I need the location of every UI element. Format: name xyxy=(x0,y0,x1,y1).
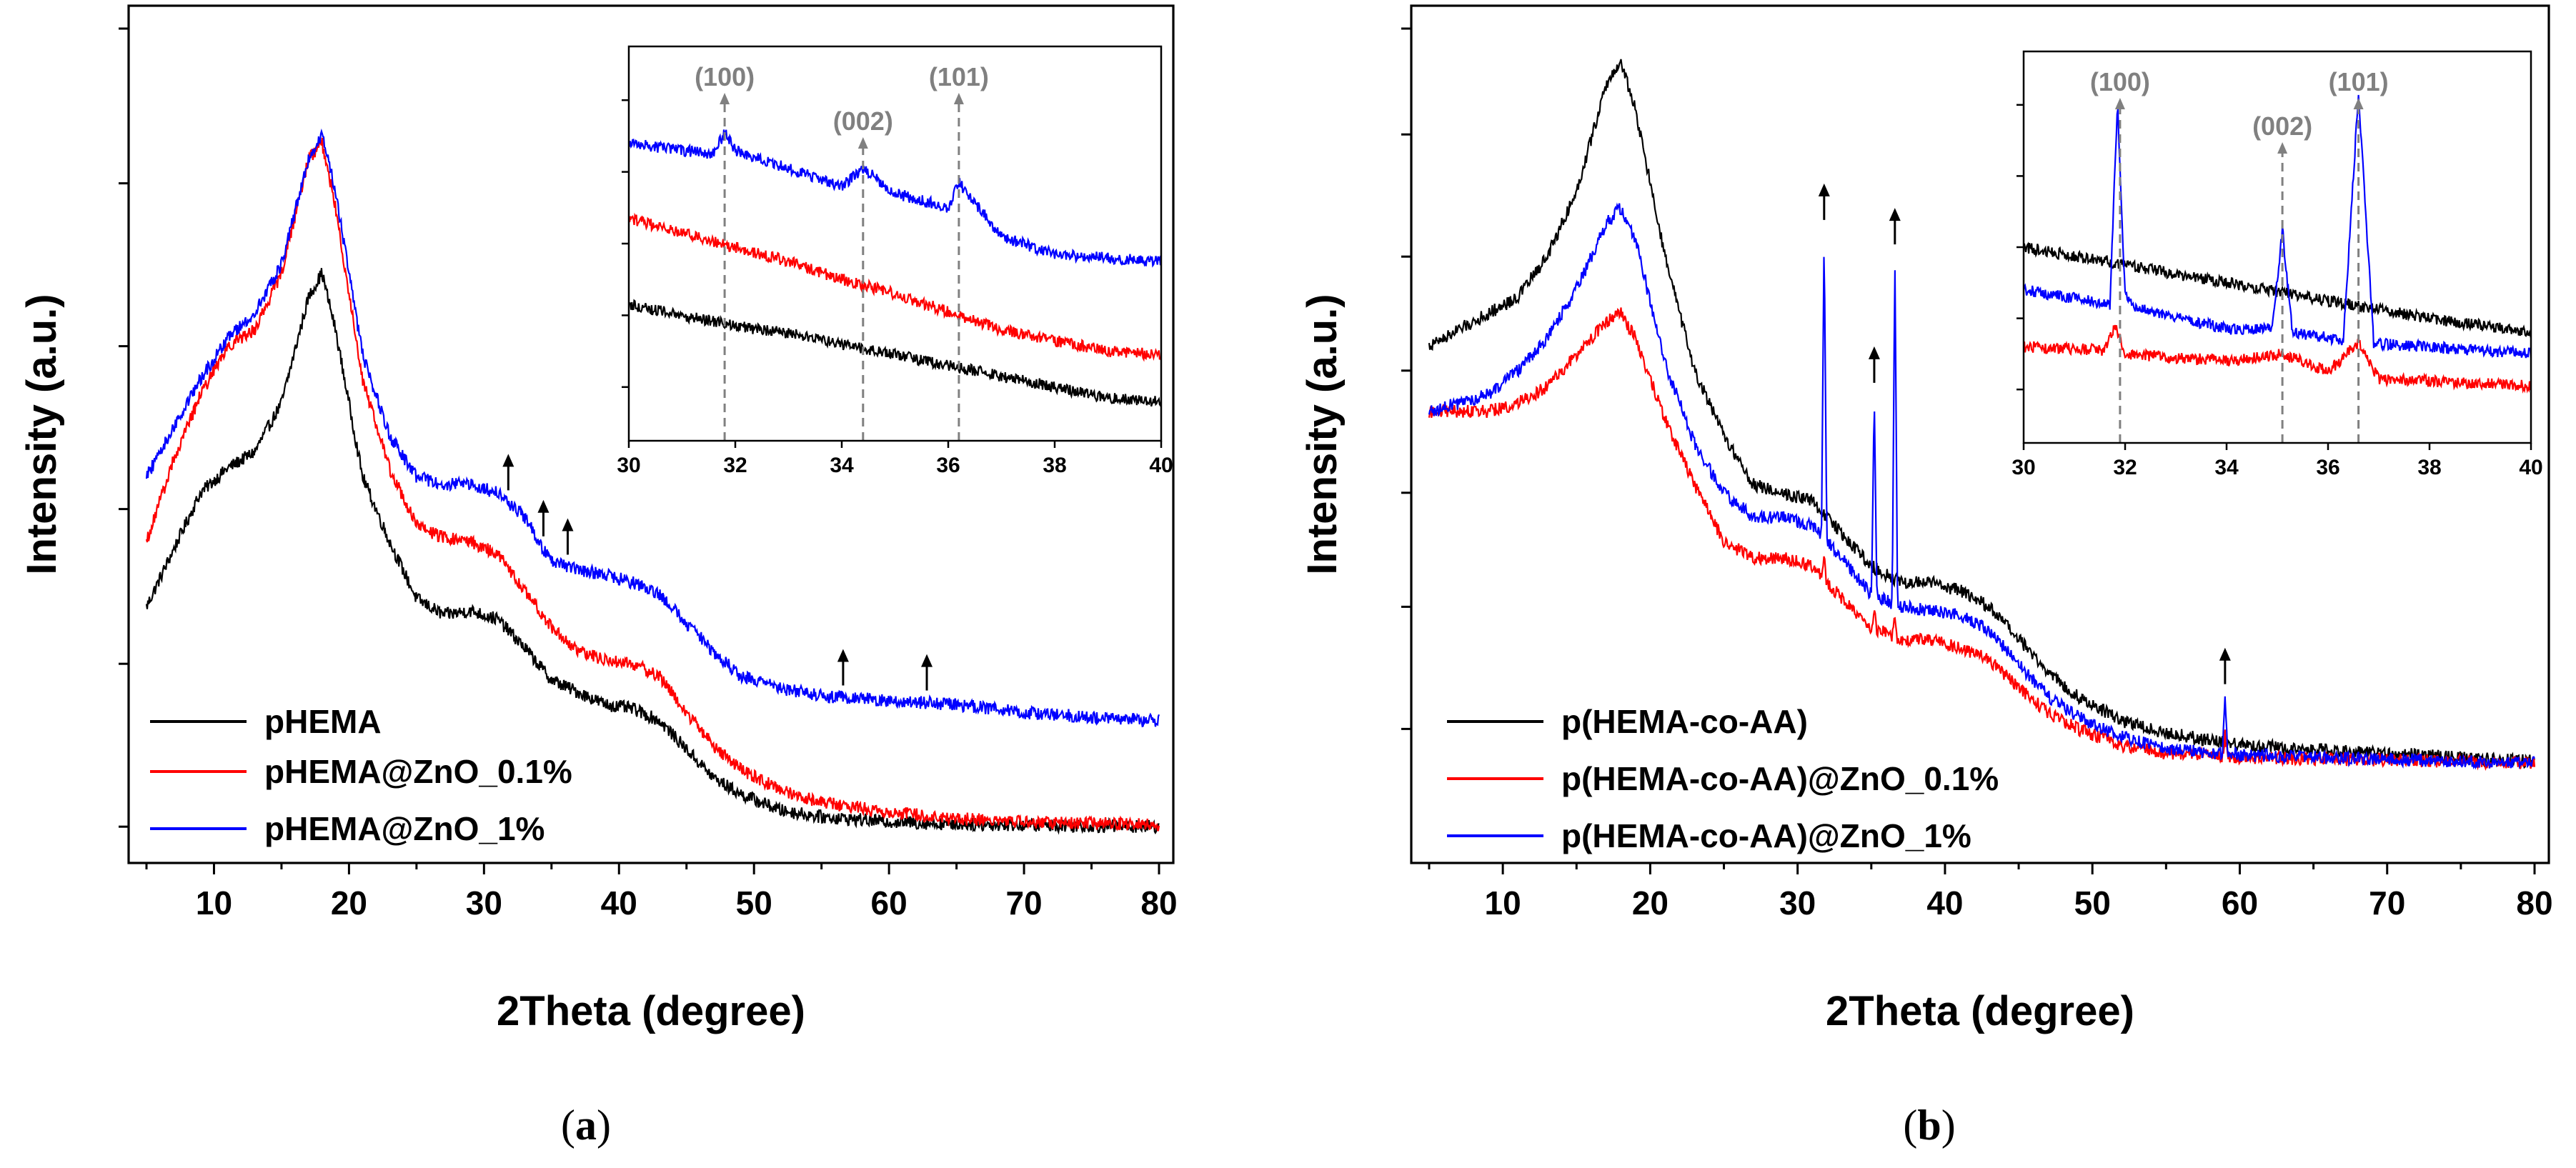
inset-x-tick-label-a-0: 30 xyxy=(617,454,640,477)
y-ticks-b xyxy=(1401,27,1411,730)
inset-y-ticks-a xyxy=(622,99,629,389)
inset-peak-arrowhead-b-1 xyxy=(2277,142,2288,154)
x-tick-label-b-3: 40 xyxy=(1926,884,1963,922)
caption-b: (b) xyxy=(1903,1102,1955,1149)
series-group-b xyxy=(1428,59,2536,772)
inset-peak-arrowhead-b-0 xyxy=(2114,98,2125,109)
x-tick-label-a-7: 80 xyxy=(1140,884,1177,922)
series-line-a-1 xyxy=(145,137,1160,832)
x-tick-label-b-5: 60 xyxy=(2222,884,2258,922)
axes-frame-a xyxy=(127,4,1175,864)
axes-frame-b xyxy=(1410,4,2550,864)
inset-peaks-a: (100) (002) (101) xyxy=(695,62,989,441)
inset-peak-label-b-1: (002) xyxy=(2252,111,2312,141)
inset-y-ticks-b xyxy=(2016,104,2024,391)
inset-series-line-a-1 xyxy=(627,212,1163,362)
inset-x-tick-label-b-3: 36 xyxy=(2316,456,2339,479)
peak-arrowhead-a-2 xyxy=(562,518,574,531)
x-tick-label-a-2: 30 xyxy=(466,884,502,922)
series-group-a xyxy=(145,128,1160,835)
x-tick-label-b-1: 20 xyxy=(1632,884,1669,922)
inset-series-line-b-0 xyxy=(2023,241,2532,339)
peak-arrowhead-a-4 xyxy=(921,654,933,667)
inset-background-a xyxy=(629,46,1161,441)
inset-series-a xyxy=(627,129,1163,408)
peak-arrowhead-a-1 xyxy=(537,499,549,513)
x-tick-label-b-4: 50 xyxy=(2074,884,2111,922)
inset-series-line-a-0 xyxy=(627,299,1163,408)
y-axis-label-a: Intensity (a.u.) xyxy=(19,294,65,574)
inset-peak-label-a-0: (100) xyxy=(695,62,755,91)
legend-a: pHEMA pHEMA@ZnO_0.1% pHEMA@ZnO_1% xyxy=(150,703,572,847)
inset-x-tick-label-a-3: 36 xyxy=(936,454,960,477)
panel-a: 10 20 30 40 50 60 70 80 2Theta (degree) Intensi… xyxy=(19,4,1178,1034)
x-tick-label-b-7: 80 xyxy=(2516,884,2552,922)
x-tick-label-a-5: 60 xyxy=(871,884,907,922)
inset-peak-label-a-1: (002) xyxy=(833,106,893,136)
x-tick-label-a-6: 70 xyxy=(1005,884,1042,922)
inset-peak-label-b-2: (101) xyxy=(2329,67,2389,96)
inset-x-tick-label-b-0: 30 xyxy=(2011,456,2035,479)
x-tick-label-a-4: 50 xyxy=(736,884,772,922)
inset-x-ticks-b: 30 32 34 36 38 40 xyxy=(2011,443,2543,479)
series-line-a-2 xyxy=(145,128,1160,728)
legend-b: p(HEMA-co-AA) p(HEMA-co-AA)@ZnO_0.1% p(H… xyxy=(1447,703,1999,854)
peak-arrowhead-b-0 xyxy=(1818,183,1830,196)
inset-x-tick-label-b-4: 38 xyxy=(2417,456,2441,479)
inset-x-ticks-a: 30 32 34 36 38 40 xyxy=(617,441,1173,477)
inset-series-line-b-1 xyxy=(2022,324,2532,394)
inset-peak-arrowhead-b-2 xyxy=(2353,98,2364,109)
y-axis-label-b: Intensity (a.u.) xyxy=(1299,294,1346,574)
x-axis-label-a: 2Theta (degree) xyxy=(497,988,805,1034)
legend-label-b-0: p(HEMA-co-AA) xyxy=(1561,703,1808,740)
y-ticks-a xyxy=(119,27,129,828)
inset-peak-label-b-0: (100) xyxy=(2090,67,2150,96)
legend-label-a-1: pHEMA@ZnO_0.1% xyxy=(264,753,572,790)
peak-arrowhead-a-3 xyxy=(837,649,849,662)
inset-peak-arrowhead-a-2 xyxy=(953,93,964,104)
x-axis-label-b: 2Theta (degree) xyxy=(1826,988,2134,1034)
inset-peak-arrowhead-a-0 xyxy=(720,93,730,104)
inset-x-tick-label-a-2: 34 xyxy=(830,454,854,477)
inset-a: (100) (002) (101) 30 32 34 36 38 40 xyxy=(617,45,1173,477)
peak-markers-a xyxy=(502,454,933,691)
peak-arrowhead-a-0 xyxy=(502,454,514,467)
inset-x-tick-label-b-2: 34 xyxy=(2214,456,2239,479)
legend-label-b-1: p(HEMA-co-AA)@ZnO_0.1% xyxy=(1561,760,1999,797)
inset-series-line-a-2 xyxy=(628,129,1162,268)
inset-peak-label-a-2: (101) xyxy=(929,62,989,91)
legend-label-a-2: pHEMA@ZnO_1% xyxy=(264,810,544,847)
series-line-b-2 xyxy=(1428,202,2535,770)
x-tick-label-b-0: 10 xyxy=(1485,884,1521,922)
inset-series-b xyxy=(2022,94,2532,394)
inset-peak-arrowhead-a-1 xyxy=(857,137,868,149)
x-ticks-b: 10 20 30 40 50 60 70 80 xyxy=(1428,863,2553,922)
x-tick-label-a-3: 40 xyxy=(601,884,637,922)
inset-series-line-b-2 xyxy=(2022,94,2532,359)
inset-x-tick-label-a-4: 38 xyxy=(1043,454,1066,477)
legend-label-b-2: p(HEMA-co-AA)@ZnO_1% xyxy=(1561,817,1971,854)
series-line-b-0 xyxy=(1428,59,2535,769)
peak-arrowhead-b-1 xyxy=(1868,346,1880,359)
inset-b: (100) (002) (101) 30 32 34 36 38 40 xyxy=(2011,50,2543,479)
x-tick-label-a-1: 20 xyxy=(331,884,367,922)
x-tick-label-a-0: 10 xyxy=(196,884,232,922)
panel-b: 10 20 30 40 50 60 70 80 2Theta (degree) Intensi… xyxy=(1299,4,2553,1034)
series-line-b-1 xyxy=(1428,307,2536,772)
inset-x-tick-label-a-5: 40 xyxy=(1149,454,1173,477)
inset-peaks-b: (100) (002) (101) xyxy=(2090,67,2389,443)
inset-x-tick-label-b-1: 32 xyxy=(2113,456,2137,479)
peak-arrowhead-b-2 xyxy=(1889,208,1901,221)
peak-markers-b xyxy=(1818,183,2231,684)
legend-label-a-0: pHEMA xyxy=(264,703,382,740)
x-tick-label-b-6: 70 xyxy=(2369,884,2405,922)
caption-a: (a) xyxy=(561,1102,611,1149)
inset-x-tick-label-b-5: 40 xyxy=(2519,456,2542,479)
peak-arrowhead-b-3 xyxy=(2219,647,2231,661)
x-ticks-a: 10 20 30 40 50 60 70 80 xyxy=(145,863,1178,922)
series-line-a-0 xyxy=(145,268,1160,835)
inset-x-tick-label-a-1: 32 xyxy=(723,454,747,477)
x-tick-label-b-2: 30 xyxy=(1779,884,1816,922)
